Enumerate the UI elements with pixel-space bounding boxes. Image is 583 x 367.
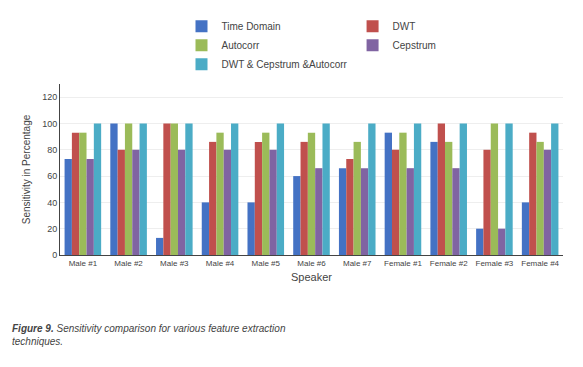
svg-text:Autocorr: Autocorr xyxy=(222,40,260,51)
svg-text:20: 20 xyxy=(47,224,57,234)
svg-text:Female #3: Female #3 xyxy=(476,259,514,268)
svg-text:Cepstrum: Cepstrum xyxy=(393,40,436,51)
svg-text:Male #7: Male #7 xyxy=(343,259,372,268)
svg-text:Male #2: Male #2 xyxy=(114,259,143,268)
svg-text:80: 80 xyxy=(47,145,57,155)
svg-text:Male #6: Male #6 xyxy=(297,259,326,268)
svg-text:Male #4: Male #4 xyxy=(206,259,235,268)
svg-text:Male #3: Male #3 xyxy=(160,259,189,268)
svg-text:Female #4: Female #4 xyxy=(521,259,559,268)
svg-text:DWT & Cepstrum &Autocorr: DWT & Cepstrum &Autocorr xyxy=(222,59,348,70)
svg-text:0: 0 xyxy=(52,250,57,260)
svg-text:120: 120 xyxy=(42,92,57,102)
svg-text:Male #1: Male #1 xyxy=(69,259,98,268)
svg-text:100: 100 xyxy=(42,119,57,129)
svg-text:Male #5: Male #5 xyxy=(252,259,281,268)
svg-text:Female #2: Female #2 xyxy=(430,259,468,268)
svg-text:Sensitivity in Percentage: Sensitivity in Percentage xyxy=(21,114,32,224)
svg-text:Speaker: Speaker xyxy=(291,271,332,283)
svg-text:60: 60 xyxy=(47,171,57,181)
svg-text:DWT: DWT xyxy=(393,21,416,32)
svg-text:40: 40 xyxy=(47,198,57,208)
svg-text:Female #1: Female #1 xyxy=(384,259,422,268)
svg-text:Figure 9. Sensitivity comparis: Figure 9. Sensitivity comparison for var… xyxy=(12,323,286,347)
svg-text:Time Domain: Time Domain xyxy=(222,21,281,32)
